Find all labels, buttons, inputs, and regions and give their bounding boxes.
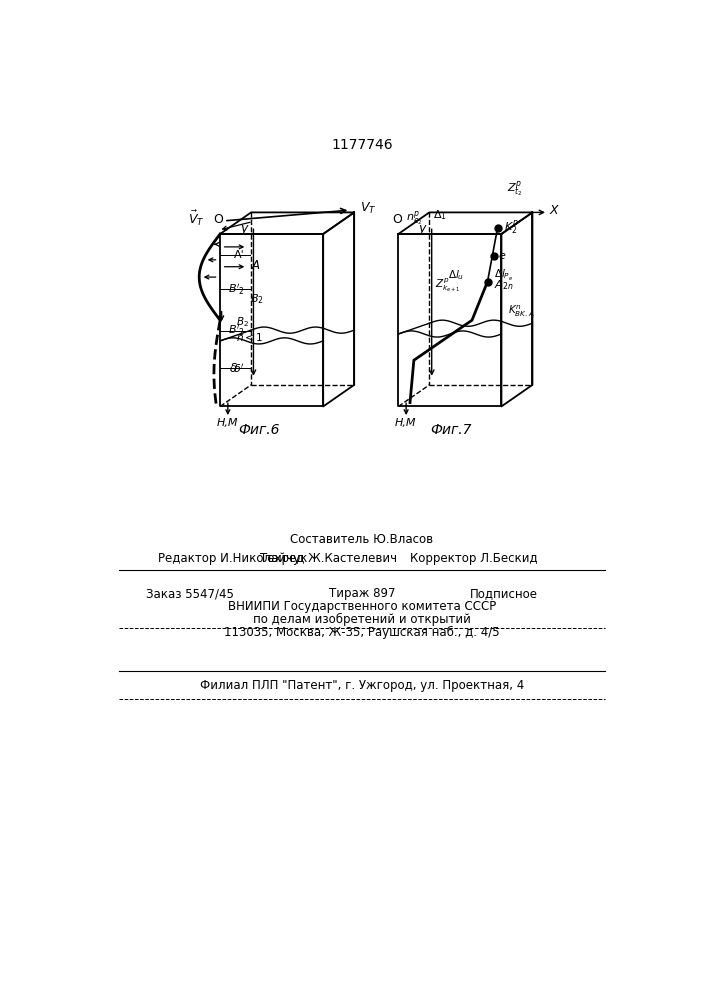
Text: H,M: H,M bbox=[216, 418, 238, 428]
Text: ВНИИПИ Государственного комитета СССР: ВНИИПИ Государственного комитета СССР bbox=[228, 600, 496, 613]
Text: Фиг.7: Фиг.7 bbox=[431, 423, 472, 437]
Text: $K^p_2$: $K^p_2$ bbox=[504, 219, 518, 237]
Text: Составитель Ю.Власов: Составитель Ю.Власов bbox=[291, 533, 433, 546]
Text: $\Delta l_{P_e}$: $\Delta l_{P_e}$ bbox=[493, 268, 513, 283]
Text: $K^n_{BK.A}$: $K^n_{BK.A}$ bbox=[508, 304, 534, 319]
Text: $Z^p_{t_2}$: $Z^p_{t_2}$ bbox=[506, 180, 522, 199]
Text: $B'_2$: $B'_2$ bbox=[228, 323, 245, 338]
Text: $A_{2n}$: $A_{2n}$ bbox=[493, 279, 513, 292]
Text: $e$: $e$ bbox=[498, 251, 507, 261]
Text: 1177746: 1177746 bbox=[331, 138, 393, 152]
Text: $B_2$: $B_2$ bbox=[250, 293, 263, 306]
Text: $B'_2$: $B'_2$ bbox=[228, 282, 245, 297]
Text: Филиал ПЛП "Патент", г. Ужгород, ул. Проектная, 4: Филиал ПЛП "Патент", г. Ужгород, ул. Про… bbox=[200, 679, 524, 692]
Text: O: O bbox=[392, 213, 402, 226]
Text: y: y bbox=[418, 222, 426, 235]
Text: $\Delta l_u$: $\Delta l_u$ bbox=[448, 269, 464, 282]
Text: Редактор И.Николайчук: Редактор И.Николайчук bbox=[158, 552, 308, 565]
Text: $n^p_{e_2}$: $n^p_{e_2}$ bbox=[406, 210, 423, 228]
Text: $V_T$: $V_T$ bbox=[361, 201, 377, 216]
Text: y: y bbox=[240, 222, 247, 235]
Text: Тираж 897: Тираж 897 bbox=[329, 587, 395, 600]
Text: $B_2$
$n{<}1$: $B_2$ $n{<}1$ bbox=[235, 315, 262, 343]
Text: 113035, Москва, Ж-35, Раушская наб., д. 4/5: 113035, Москва, Ж-35, Раушская наб., д. … bbox=[224, 626, 500, 639]
Text: Фиг.6: Фиг.6 bbox=[238, 423, 280, 437]
Text: Техред Ж.Кастелевич: Техред Ж.Кастелевич bbox=[260, 552, 397, 565]
Text: Подписное: Подписное bbox=[470, 587, 538, 600]
Text: X: X bbox=[549, 204, 558, 217]
Text: $Z^p_{k_{e+1}}$: $Z^p_{k_{e+1}}$ bbox=[435, 277, 460, 294]
Text: $\delta$: $\delta$ bbox=[230, 362, 238, 375]
Text: $\vec{V}_T$: $\vec{V}_T$ bbox=[187, 209, 204, 228]
Text: $\Delta_1$: $\Delta_1$ bbox=[433, 208, 448, 222]
Text: H,M: H,M bbox=[395, 418, 416, 428]
Text: по делам изобретений и открытий: по делам изобретений и открытий bbox=[253, 612, 471, 626]
Text: $\delta'$: $\delta'$ bbox=[233, 362, 245, 375]
Text: O: O bbox=[214, 213, 223, 226]
Text: A': A' bbox=[234, 250, 245, 260]
Text: A: A bbox=[251, 259, 259, 272]
Text: Корректор Л.Бескид: Корректор Л.Бескид bbox=[410, 552, 538, 565]
Text: Заказ 5547/45: Заказ 5547/45 bbox=[146, 587, 235, 600]
